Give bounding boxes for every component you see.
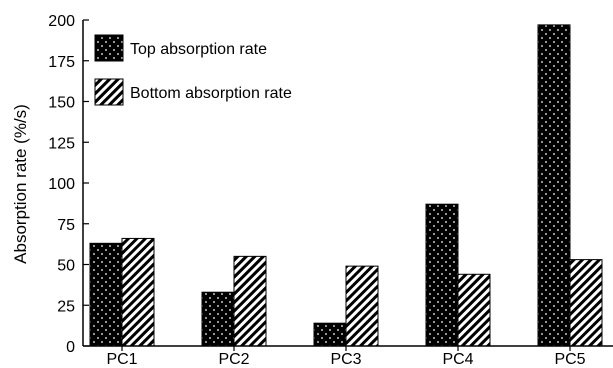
y-tick-label: 75 — [57, 217, 75, 234]
bar-bottom-pc4 — [457, 273, 491, 347]
y-tick-label: 0 — [66, 339, 75, 356]
legend-swatch-bottom — [94, 78, 124, 106]
legend: Top absorption rate Bottom absorption ra… — [94, 34, 292, 106]
y-tick-label: 200 — [48, 13, 75, 30]
plot-area: 0 25 50 75 100 125 150 175 200 PC1 PC2 PC3 PC4 PC5 — [48, 13, 613, 368]
bar-bottom-pc1 — [121, 237, 155, 347]
x-tick-label: PC3 — [330, 351, 361, 368]
y-tick-label: 25 — [57, 298, 75, 315]
bar-bottom-pc3 — [345, 265, 379, 347]
y-tick-label: 50 — [57, 258, 75, 275]
bar-bottom-pc5 — [569, 259, 603, 347]
y-tick-label: 100 — [48, 176, 75, 193]
x-tick-label: PC5 — [554, 351, 585, 368]
bar-top-pc5 — [537, 24, 571, 347]
bar-top-pc1 — [89, 242, 123, 347]
x-tick-label: PC2 — [218, 351, 249, 368]
legend-label-bottom: Bottom absorption rate — [130, 85, 292, 102]
legend-label-top: Top absorption rate — [130, 41, 267, 58]
bar-top-pc2 — [201, 291, 235, 347]
x-tick-label: PC4 — [442, 351, 473, 368]
y-axis-title: Absorption rate (%/s) — [11, 104, 30, 264]
bar-bottom-pc2 — [233, 255, 267, 347]
y-tick-label: 175 — [48, 54, 75, 71]
y-tick-label: 150 — [48, 95, 75, 112]
x-tick-label: PC1 — [106, 351, 137, 368]
bar-top-pc3 — [313, 322, 347, 347]
legend-swatch-top — [94, 34, 124, 62]
bar-top-pc4 — [425, 203, 459, 347]
y-tick-label: 125 — [48, 135, 75, 152]
